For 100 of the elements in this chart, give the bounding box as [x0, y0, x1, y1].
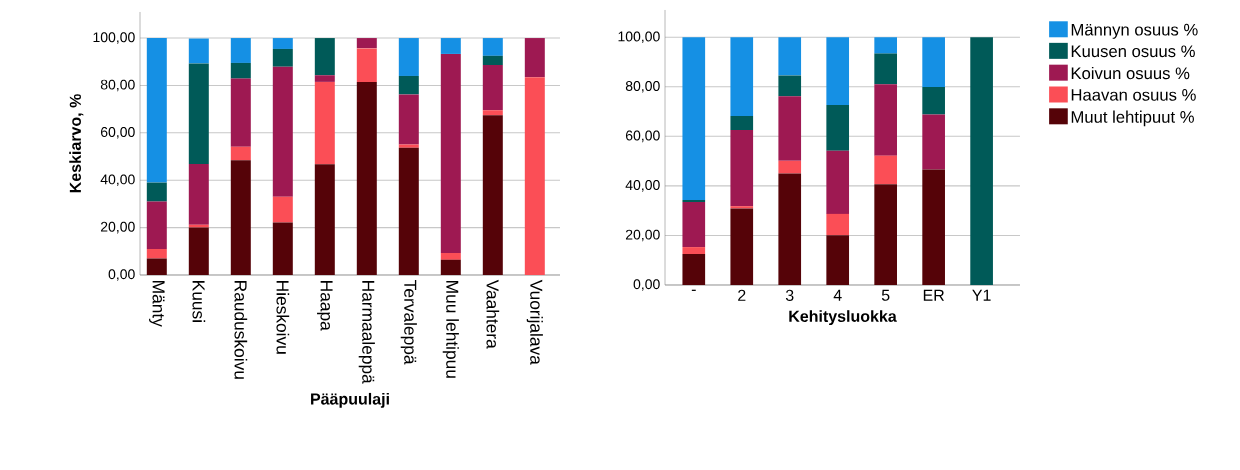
y-tick-label: 100,00 — [618, 31, 660, 44]
bar — [922, 169, 945, 285]
y-tick-label: 40,00 — [100, 174, 135, 187]
x-tick-label: Vaahtera — [486, 279, 500, 349]
bar — [440, 259, 461, 275]
bar — [188, 63, 209, 165]
x-tick-label: ER — [923, 289, 945, 301]
bar — [398, 94, 419, 145]
x-tick-label: Harmaaleppä — [358, 281, 375, 384]
bar — [272, 196, 293, 223]
bar — [682, 254, 706, 285]
bar — [230, 62, 251, 79]
bar — [874, 184, 897, 285]
bar — [826, 37, 850, 106]
x-tick-label: 3 — [785, 289, 794, 302]
bar — [272, 48, 293, 67]
bar — [826, 235, 850, 285]
bar — [230, 78, 251, 147]
bar — [730, 208, 754, 285]
bar — [230, 160, 251, 275]
bar — [398, 147, 419, 275]
y-axis-title: Keskiarvo, % — [69, 94, 84, 193]
x-tick-label: 4 — [833, 289, 842, 301]
x-tick-label: Muu lehtipuu — [442, 281, 459, 378]
bar — [682, 201, 706, 248]
bar — [188, 224, 209, 228]
bar — [730, 206, 754, 209]
legend-label: Kuusen osuus % — [1071, 45, 1195, 58]
legend-label: Männyn osuus % — [1071, 23, 1198, 39]
x-axis-title: Pääpuulaji — [311, 392, 389, 408]
y-tick-label: 0,00 — [108, 269, 135, 281]
x-tick-label: Y1 — [972, 289, 991, 301]
bar — [146, 258, 167, 275]
bar — [482, 38, 503, 56]
bar — [188, 38, 209, 64]
bar — [778, 173, 802, 285]
bar — [314, 164, 335, 275]
bar — [524, 38, 545, 78]
legend-label: Koivun osuus % — [1071, 66, 1190, 80]
bar — [482, 110, 503, 116]
bar — [146, 248, 167, 259]
bar — [356, 48, 377, 82]
bar — [440, 53, 461, 253]
bar — [398, 38, 419, 76]
x-tick-label: Hieskoivu — [276, 281, 290, 354]
bar — [874, 84, 897, 156]
x-tick-label: - — [691, 289, 696, 291]
bar — [146, 201, 167, 249]
bar — [826, 105, 850, 151]
bar — [272, 66, 293, 197]
bar — [730, 116, 754, 130]
x-tick-label: Mänty — [149, 281, 165, 327]
x-tick-label: Rauduskoivu — [234, 281, 248, 379]
bar — [730, 37, 754, 117]
x-tick-label: 2 — [738, 289, 746, 301]
y-tick-label: 80,00 — [100, 79, 135, 92]
bar — [682, 37, 706, 201]
bar — [778, 75, 802, 97]
bar — [778, 160, 802, 174]
legend-label: Muut lehtipuut % — [1071, 110, 1194, 127]
bar — [922, 37, 945, 88]
bar — [356, 38, 377, 49]
y-tick-label: 100,00 — [93, 32, 135, 44]
bar — [874, 53, 897, 85]
bar — [440, 252, 461, 260]
bar — [682, 247, 706, 255]
bar — [398, 75, 419, 95]
y-tick-label: 60,00 — [100, 127, 135, 139]
y-tick-label: 60,00 — [625, 130, 660, 143]
legend-label: Haavan osuus % — [1071, 89, 1196, 101]
bar — [356, 81, 377, 275]
y-tick-label: 0,00 — [633, 279, 660, 291]
y-tick-label: 40,00 — [625, 180, 660, 192]
bar — [314, 75, 335, 82]
bar — [272, 38, 293, 49]
bar — [826, 150, 850, 214]
bar — [146, 182, 167, 202]
bar — [482, 55, 503, 66]
bar — [730, 129, 754, 207]
bar — [440, 38, 461, 54]
bar — [922, 87, 945, 115]
bar — [482, 115, 503, 275]
bar — [272, 222, 293, 275]
y-tick-label: 20,00 — [625, 229, 660, 242]
bar — [230, 146, 251, 161]
bar — [778, 96, 802, 161]
bar — [398, 144, 419, 148]
bar — [146, 38, 167, 183]
bar — [482, 65, 503, 111]
bar — [314, 81, 335, 165]
bar — [922, 114, 945, 170]
x-tick-label: Kuusi — [192, 281, 206, 322]
bar — [778, 37, 802, 76]
bar — [314, 38, 335, 76]
x-axis-title: Kehitysluokka — [789, 310, 897, 326]
bar — [188, 164, 209, 225]
bar — [826, 213, 850, 236]
y-tick-label: 20,00 — [100, 221, 135, 234]
x-tick-label: 5 — [881, 289, 890, 301]
bar — [874, 155, 897, 185]
